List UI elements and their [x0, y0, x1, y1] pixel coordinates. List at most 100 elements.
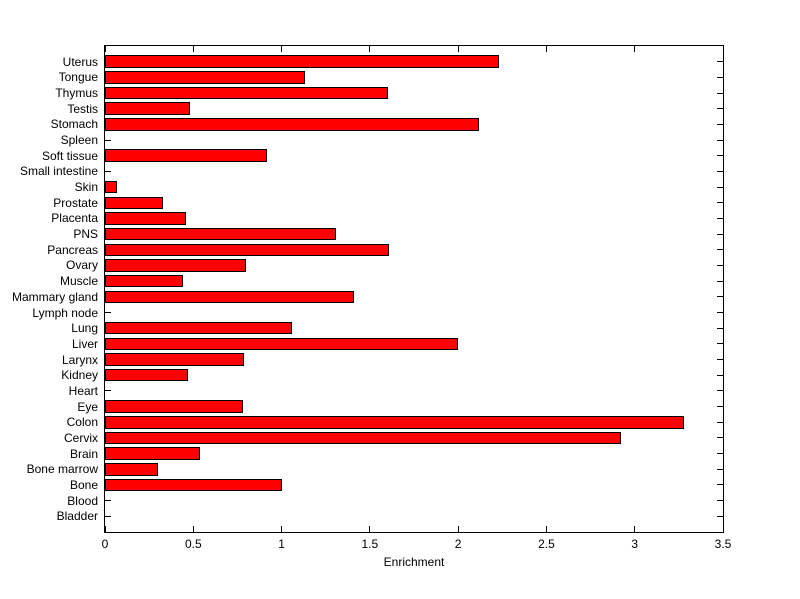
- x-tick-label: 1.5: [361, 537, 379, 551]
- y-tick-right: [717, 155, 723, 157]
- x-tick-label: 2: [454, 537, 462, 551]
- y-tick-label: Tongue: [58, 70, 98, 85]
- bar-cervix: [105, 431, 621, 445]
- bar-liver: [105, 337, 459, 351]
- bar-lung: [105, 321, 293, 335]
- bar-stomach: [105, 118, 480, 131]
- y-tick-right: [717, 484, 723, 486]
- x-tick-bottom: [281, 526, 283, 532]
- y-tick-right: [717, 123, 723, 125]
- x-tick-label: 0: [101, 537, 109, 551]
- bar-tongue: [105, 71, 305, 84]
- bar-uterus: [105, 55, 499, 68]
- y-tick-label: Stomach: [50, 117, 98, 132]
- plot-area: [104, 45, 724, 533]
- x-tick-top: [281, 46, 283, 52]
- y-tick-left: [105, 170, 111, 172]
- x-tick-label: 2.5: [538, 537, 555, 551]
- bar-mammary-gland: [105, 290, 354, 304]
- y-tick-right: [717, 390, 723, 392]
- x-tick-top: [104, 46, 106, 52]
- x-tick-bottom: [722, 526, 724, 532]
- y-tick-right: [717, 170, 723, 172]
- y-tick-label: Liver: [71, 336, 98, 351]
- y-tick-label: Mammary gland: [11, 289, 98, 304]
- y-tick-left: [105, 312, 111, 314]
- y-tick-label: Muscle: [59, 274, 98, 289]
- y-tick-label: Bladder: [56, 509, 98, 524]
- y-tick-label: Lymph node: [32, 305, 98, 320]
- y-tick-right: [717, 264, 723, 266]
- y-tick-left: [105, 515, 111, 517]
- y-tick-right: [717, 217, 723, 219]
- y-tick-right: [717, 233, 723, 235]
- bar-placenta: [105, 212, 187, 225]
- x-tick-top: [545, 46, 547, 52]
- y-tick-label: Thymus: [55, 86, 98, 101]
- y-tick-label: Kidney: [61, 368, 98, 383]
- y-tick-label: PNS: [73, 227, 98, 242]
- x-tick-top: [369, 46, 371, 52]
- y-tick-right: [717, 76, 723, 78]
- x-tick-top: [634, 46, 636, 52]
- y-tick-right: [717, 421, 723, 423]
- bar-bone-marrow: [105, 463, 158, 476]
- bar-pns: [105, 227, 337, 241]
- y-tick-right: [717, 374, 723, 376]
- y-tick-label: Cervix: [63, 430, 98, 445]
- y-tick-label: Soft tissue: [41, 148, 98, 163]
- y-tick-right: [717, 108, 723, 110]
- y-tick-right: [717, 453, 723, 455]
- bar-skin: [105, 180, 118, 194]
- y-tick-label: Prostate: [53, 195, 98, 210]
- y-tick-label: Skin: [74, 180, 98, 195]
- y-tick-label: Pancreas: [47, 242, 98, 257]
- x-tick-label: 0.5: [184, 537, 202, 551]
- bar-bone: [105, 478, 282, 492]
- y-tick-left: [105, 390, 111, 392]
- y-tick-label: Brain: [69, 446, 98, 461]
- x-tick-label: 1: [278, 537, 285, 551]
- bar-eye: [105, 400, 243, 413]
- y-tick-right: [717, 437, 723, 439]
- bar-brain: [105, 447, 201, 460]
- y-tick-label: Spleen: [60, 133, 98, 148]
- y-tick-right: [717, 343, 723, 345]
- y-tick-label: Heart: [68, 383, 98, 398]
- bar-pancreas: [105, 243, 390, 257]
- y-tick-label: Eye: [77, 399, 98, 414]
- y-tick-right: [717, 61, 723, 63]
- bar-soft-tissue: [105, 149, 268, 162]
- y-tick-label: Uterus: [62, 54, 98, 69]
- x-tick-bottom: [369, 526, 371, 532]
- x-tick-bottom: [192, 526, 194, 532]
- y-tick-right: [717, 139, 723, 141]
- x-tick-top: [722, 46, 724, 52]
- bar-kidney: [105, 368, 188, 382]
- y-tick-right: [717, 249, 723, 251]
- y-tick-label: Lung: [71, 321, 98, 336]
- y-tick-right: [717, 186, 723, 188]
- x-tick-bottom: [104, 526, 106, 532]
- y-tick-left: [105, 500, 111, 502]
- x-tick-top: [192, 46, 194, 52]
- y-tick-label: Placenta: [51, 211, 98, 226]
- y-tick-right: [717, 359, 723, 361]
- x-tick-label: 3.5: [714, 537, 732, 551]
- y-tick-right: [717, 312, 723, 314]
- y-tick-label: Larynx: [61, 352, 98, 367]
- x-tick-bottom: [634, 526, 636, 532]
- y-tick-label: Blood: [67, 493, 98, 508]
- y-tick-label: Bone: [69, 477, 98, 492]
- x-tick-bottom: [457, 526, 459, 532]
- bar-larynx: [105, 353, 245, 366]
- y-tick-right: [717, 406, 723, 408]
- y-tick-label: Small intestine: [19, 164, 98, 179]
- x-tick-top: [457, 46, 459, 52]
- x-tick-bottom: [545, 526, 547, 532]
- y-tick-right: [717, 280, 723, 282]
- bar-ovary: [105, 259, 247, 272]
- y-tick-label: Bone marrow: [26, 462, 98, 477]
- y-tick-right: [717, 515, 723, 517]
